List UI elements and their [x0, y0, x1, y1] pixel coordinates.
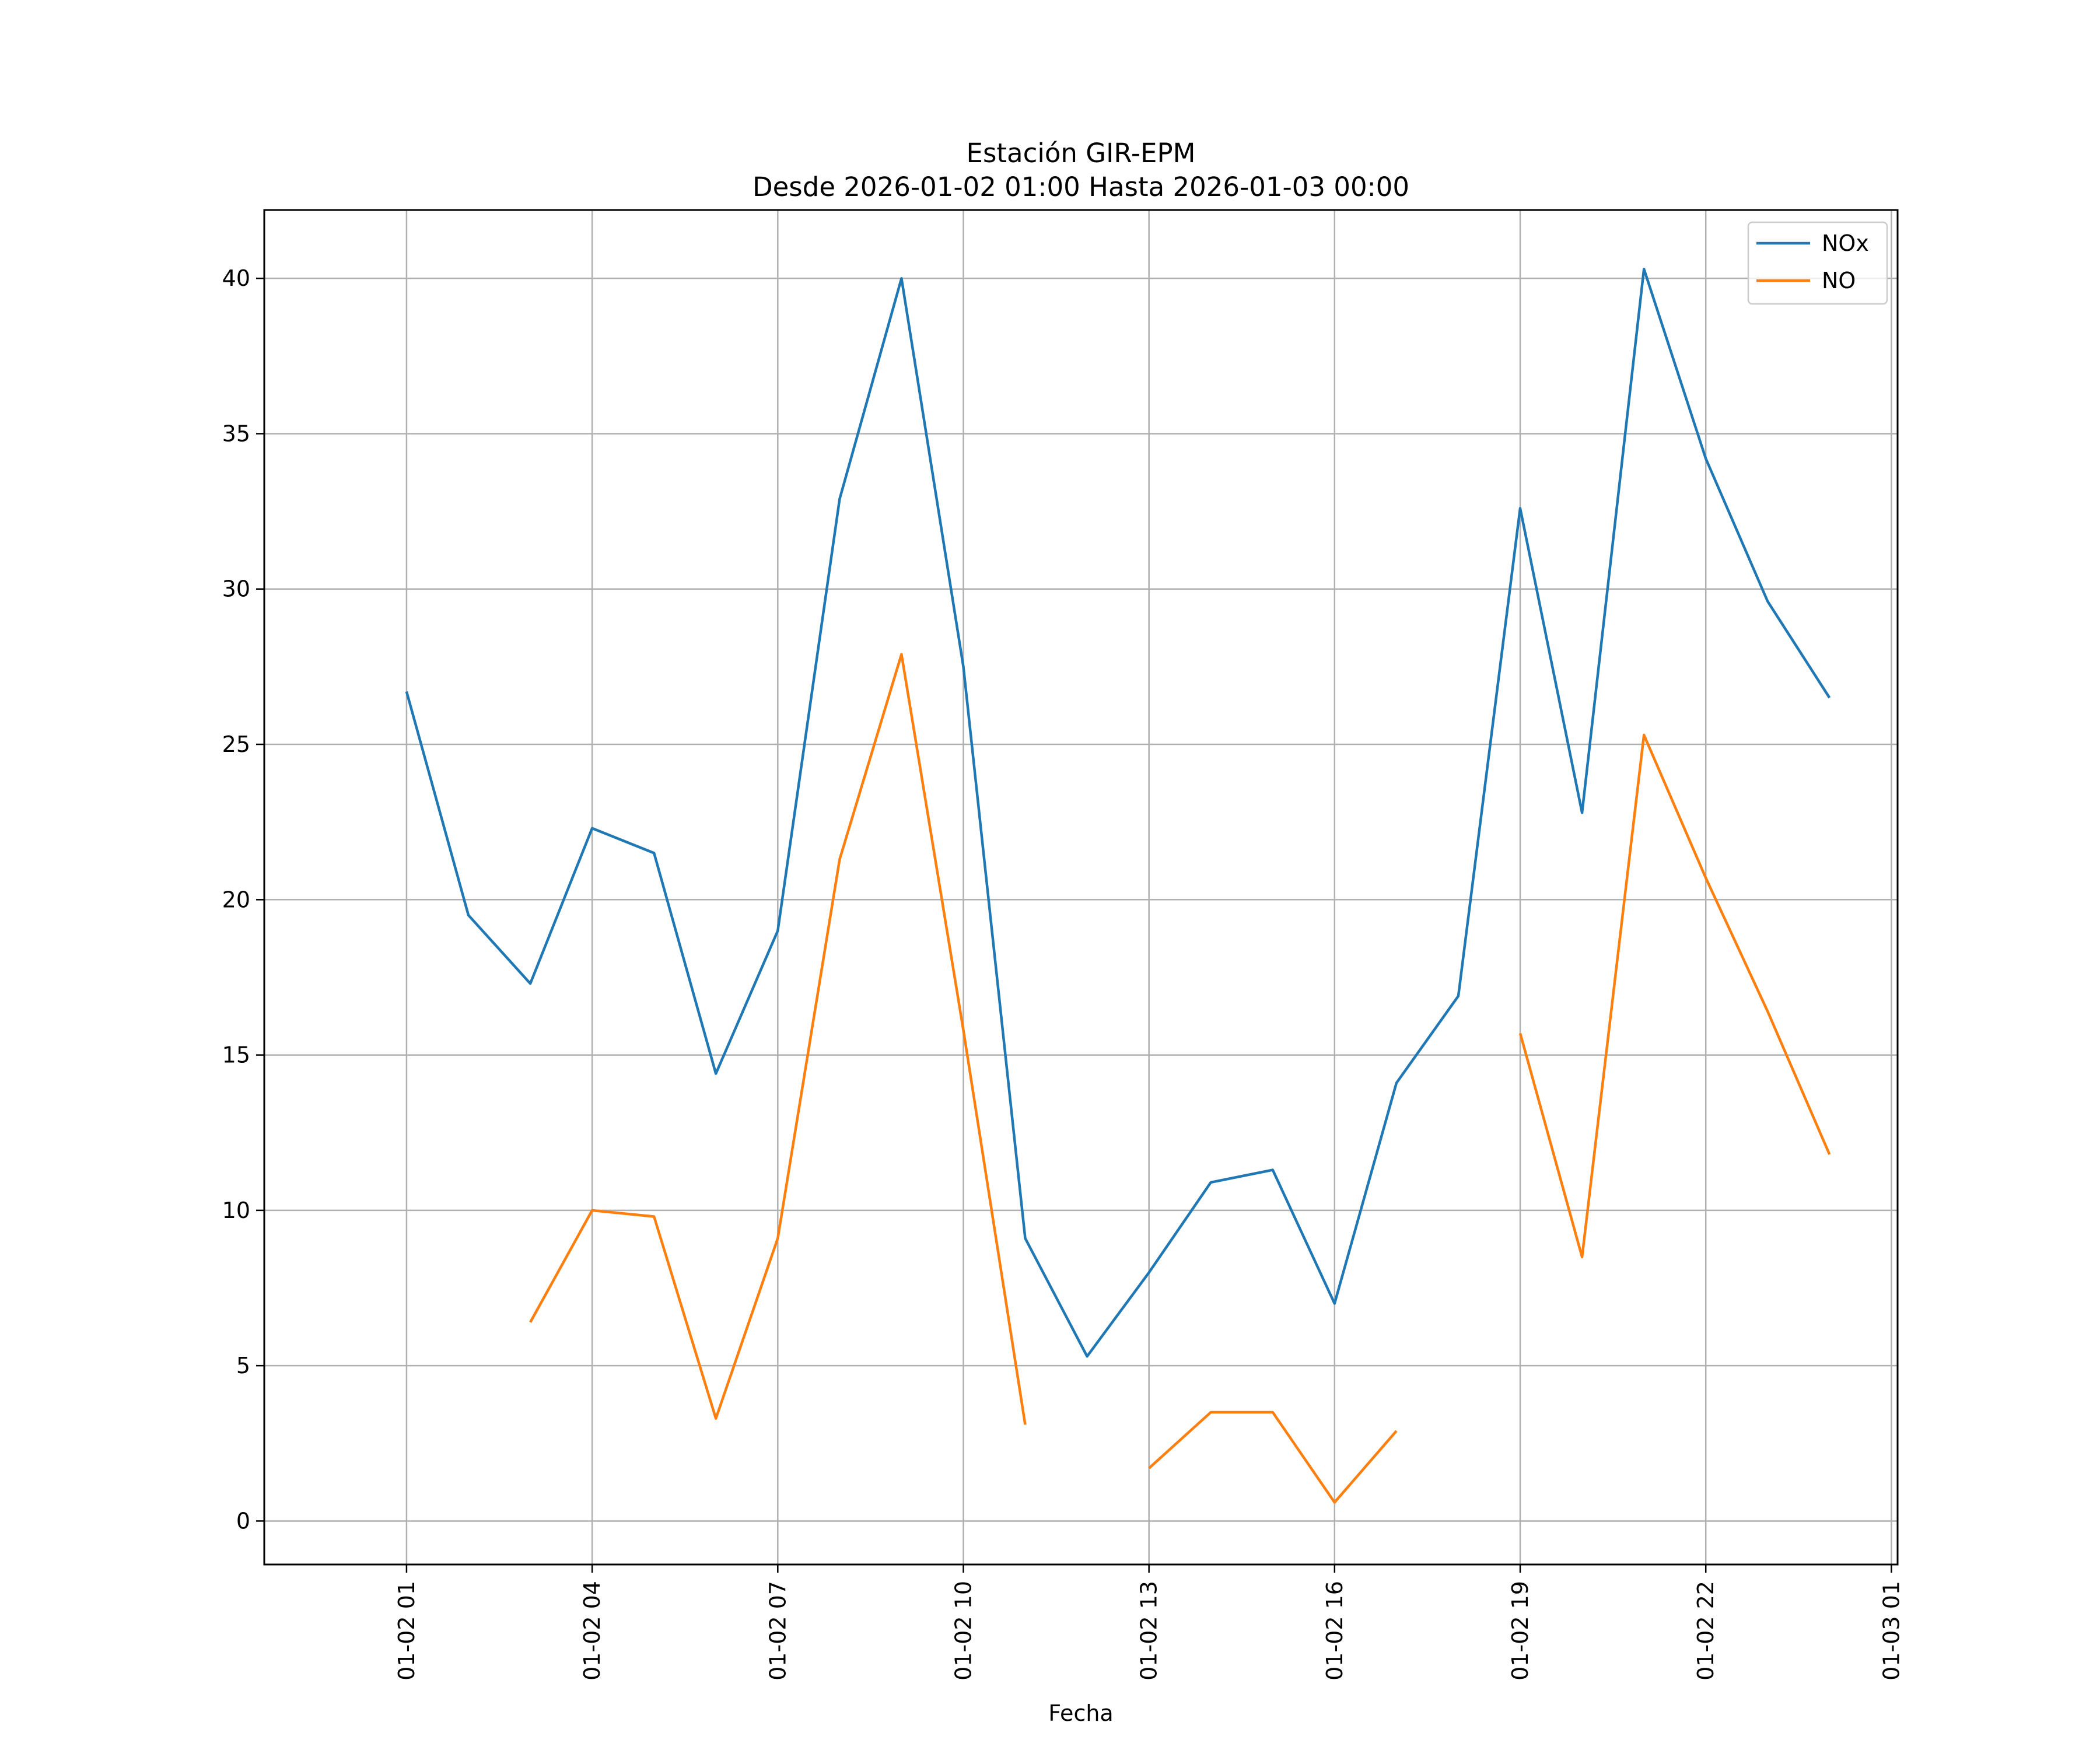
series-line-no [529, 653, 1027, 1425]
series-layer [405, 267, 1831, 1504]
y-tick-label: 40 [222, 265, 250, 291]
y-tick-label: 35 [222, 421, 250, 446]
x-tick-label: 01-02 16 [1322, 1581, 1348, 1681]
chart-subtitle: Desde 2026-01-02 01:00 Hasta 2026-01-03 … [752, 172, 1409, 202]
series-nox [405, 267, 1831, 1358]
x-tick-label: 01-02 07 [765, 1581, 790, 1681]
grid [264, 210, 1898, 1564]
x-tick-label: 01-02 19 [1507, 1581, 1533, 1681]
x-tick-label: 01-02 13 [1136, 1581, 1162, 1681]
plot-frame [263, 209, 1899, 1566]
y-tick-label: 30 [222, 576, 250, 602]
x-tick-label: 01-03 01 [1878, 1581, 1904, 1681]
y-tick-label: 10 [222, 1198, 250, 1223]
series-line-nox [405, 267, 1831, 1358]
x-tick-label: 01-02 04 [579, 1581, 605, 1681]
x-tick-label: 01-02 01 [394, 1581, 419, 1681]
legend-label-nox: NOx [1822, 230, 1869, 256]
legend-label-no: NO [1822, 268, 1856, 293]
legend: NOx NO [1747, 221, 1888, 305]
series-line-no [1518, 733, 1831, 1259]
x-tick-label: 01-02 22 [1693, 1581, 1718, 1681]
y-tick-label: 25 [222, 732, 250, 757]
series-line-no [1148, 1410, 1398, 1504]
series-no [529, 653, 1831, 1504]
y-tick-label: 20 [222, 887, 250, 912]
y-tick-label: 5 [236, 1353, 250, 1378]
y-tick-label: 0 [236, 1508, 250, 1534]
x-axis-label: Fecha [1048, 1700, 1113, 1726]
x-tick-label: 01-02 10 [950, 1581, 976, 1681]
ticks: 0 5 10 15 20 25 30 35 40 01-02 01 01-02 04 01-02 07… [222, 265, 1905, 1681]
chart-title: Estación GIR-EPM [967, 138, 1196, 169]
y-tick-label: 15 [222, 1042, 250, 1068]
